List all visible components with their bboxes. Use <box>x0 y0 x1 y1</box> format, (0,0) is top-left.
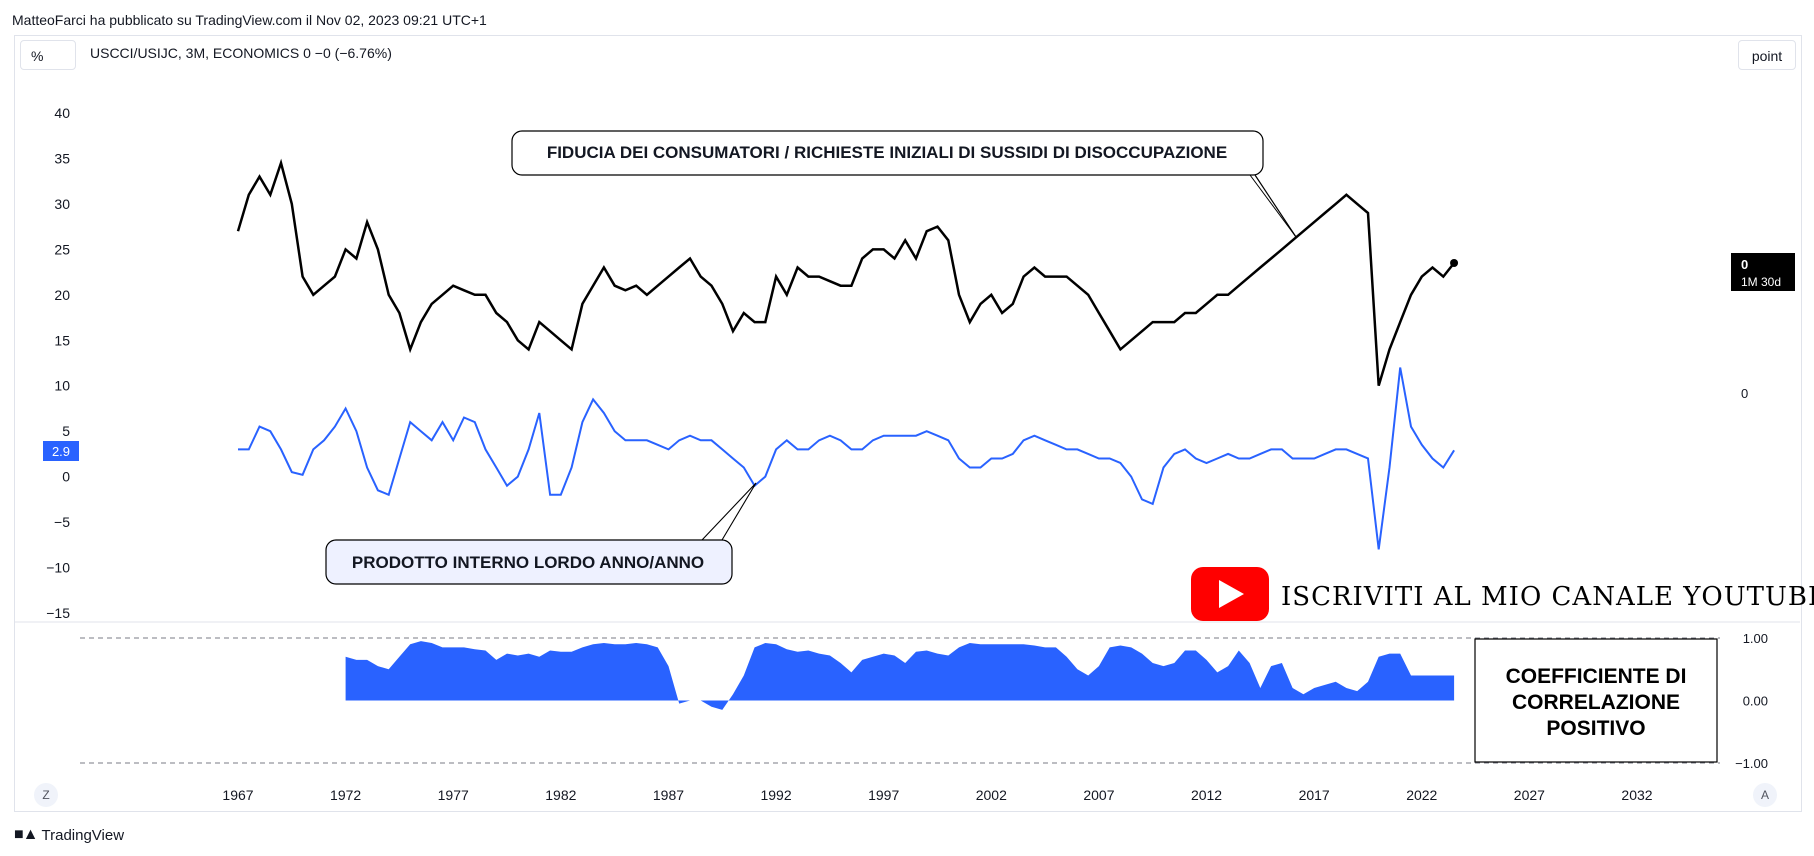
tradingview-brand: TradingView <box>41 826 125 844</box>
x-tick-label: 2027 <box>1514 787 1545 803</box>
price-label: 0 1M 30d <box>1731 253 1795 291</box>
bottom-callout: PRODOTTO INTERNO LORDO ANNO/ANNO <box>325 482 757 585</box>
x-tick-label: 2002 <box>976 787 1007 803</box>
y-tick-label: 30 <box>54 196 70 212</box>
y-tick-label: 0 <box>62 469 70 485</box>
x-axis: 1967 1972 1977 1982 1987 1992 1997 2002 2007 2012… <box>222 787 1652 803</box>
svg-text:0: 0 <box>1741 257 1748 272</box>
x-tick-label: 1997 <box>868 787 899 803</box>
svg-text:1M 30d: 1M 30d <box>1741 275 1781 289</box>
top-callout: FIDUCIA DEI CONSUMATORI / RICHIESTE INIZ… <box>511 130 1297 238</box>
ratio-last-point <box>1450 259 1459 267</box>
correlation-area <box>345 641 1455 710</box>
x-tick-label: 1992 <box>760 787 791 803</box>
x-tick-label: 2017 <box>1299 787 1330 803</box>
gdp-last-value-badge: 2.9 <box>43 441 79 461</box>
publisher-caption: MatteoFarci ha pubblicato su TradingView… <box>12 12 487 28</box>
chart-frame <box>14 35 1802 812</box>
point-button[interactable]: point <box>1738 40 1796 70</box>
correlation-box: COEFFICIENTE DI CORRELAZIONE POSITIVO <box>1474 638 1718 763</box>
svg-text:PRODOTTO INTERNO LORDO ANNO/AN: PRODOTTO INTERNO LORDO ANNO/ANNO <box>352 553 704 572</box>
y-tick-label: 20 <box>54 287 70 303</box>
gdp-series-line <box>238 367 1455 550</box>
a-button[interactable]: A <box>1753 783 1777 807</box>
y-tick-label: 10 <box>54 378 70 394</box>
x-tick-label: 1972 <box>330 787 361 803</box>
y-tick-label: 40 <box>54 105 70 121</box>
y-tick-label: 5 <box>62 423 70 439</box>
svg-text:CORRELAZIONE: CORRELAZIONE <box>1512 691 1680 714</box>
secondary-zero-label: 0 <box>1741 386 1748 401</box>
z-button[interactable]: Z <box>34 783 58 807</box>
tradingview-icon: ■▲ <box>14 826 38 843</box>
y-tick-label: 25 <box>54 241 70 257</box>
corr-y-tick-label: −1.00 <box>1735 756 1768 771</box>
x-tick-label: 2007 <box>1083 787 1114 803</box>
svg-text:2.9: 2.9 <box>52 444 70 459</box>
x-tick-label: 2012 <box>1191 787 1222 803</box>
y-tick-label: −10 <box>46 560 70 576</box>
y-tick-label: −5 <box>54 514 70 530</box>
y-tick-label: 35 <box>54 150 70 166</box>
symbol-legend: USCCI/USIJC, 3M, ECONOMICS 0 −0 (−6.76%) <box>90 45 392 61</box>
x-tick-label: 1967 <box>222 787 253 803</box>
x-tick-label: 2032 <box>1621 787 1652 803</box>
corr-y-tick-label: 1.00 <box>1743 631 1768 646</box>
youtube-banner[interactable]: ISCRIVITI AL MIO CANALE YOUTUBE <box>1191 567 1814 621</box>
ratio-series-line <box>236 158 1456 387</box>
x-tick-label: 2022 <box>1406 787 1437 803</box>
svg-text:POSITIVO: POSITIVO <box>1546 717 1645 740</box>
svg-text:COEFFICIENTE DI: COEFFICIENTE DI <box>1506 665 1687 688</box>
y-tick-label: −15 <box>46 605 70 621</box>
unit-button[interactable]: % <box>20 40 76 70</box>
correlation-y-axis: 1.00 0.00 −1.00 <box>1735 631 1768 771</box>
youtube-text: ISCRIVITI AL MIO CANALE YOUTUBE <box>1281 582 1814 612</box>
y-tick-label: 15 <box>54 332 70 348</box>
corr-y-tick-label: 0.00 <box>1743 694 1768 709</box>
x-tick-label: 1982 <box>545 787 576 803</box>
svg-text:FIDUCIA DEI CONSUMATORI / RICH: FIDUCIA DEI CONSUMATORI / RICHIESTE INIZ… <box>547 143 1227 162</box>
x-tick-label: 1987 <box>653 787 684 803</box>
tradingview-logo[interactable]: ■▲ TradingView <box>14 826 124 844</box>
main-y-axis: 40 35 30 25 20 15 10 5 0 −5 −10 −15 <box>46 105 70 621</box>
x-tick-label: 1977 <box>438 787 469 803</box>
